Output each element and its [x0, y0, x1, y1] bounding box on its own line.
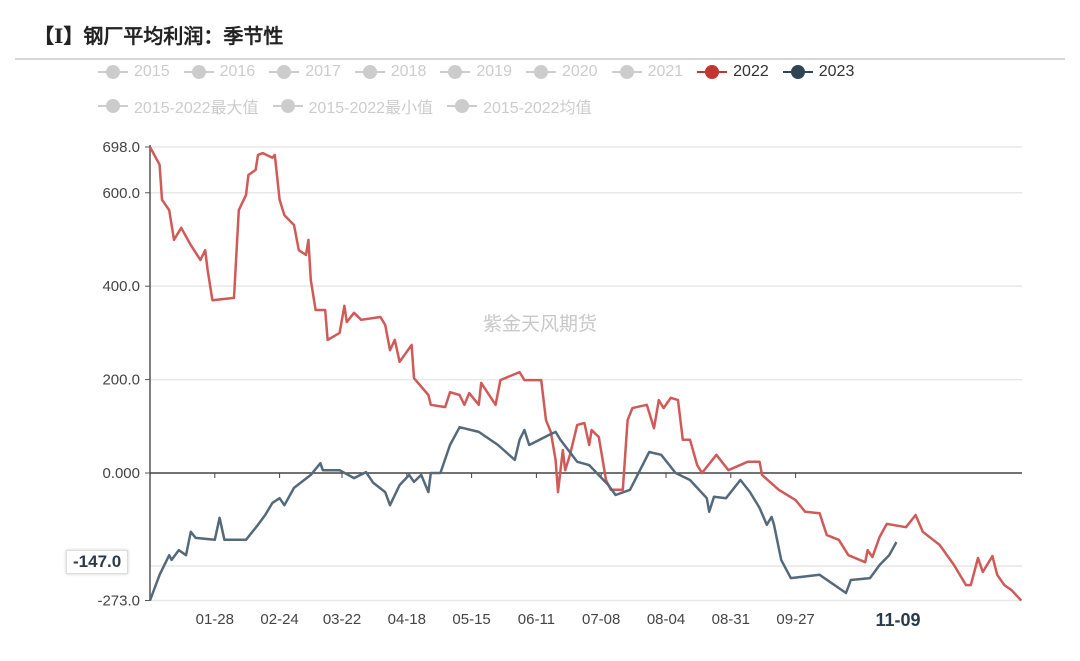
- legend-item-2015-2022最小值[interactable]: 2015-2022最小值: [272, 94, 434, 118]
- legend-marker-icon: [440, 65, 471, 79]
- x-tick-label: 01-28: [196, 611, 234, 628]
- legend-label: 2020: [561, 63, 598, 80]
- x-tick-label: 07-08: [582, 611, 620, 628]
- legend-label: 2019: [476, 63, 512, 80]
- legend-marker-icon: [269, 65, 300, 79]
- legend-label: 2015-2022均值: [483, 100, 592, 117]
- legend-item-2022[interactable]: 2022: [697, 63, 769, 81]
- legend-marker-icon: [183, 65, 214, 79]
- chart-title: 【I】钢厂平均利润：季节性: [34, 24, 284, 48]
- legend-label: 2023: [818, 63, 855, 80]
- y-tick-label: 0.000: [102, 465, 140, 482]
- x-tick-label: 06-11: [518, 611, 555, 628]
- legend-marker-icon: [272, 99, 303, 113]
- legend-label: 2017: [305, 63, 341, 80]
- y-axis-pointer-label: -147.0: [66, 550, 129, 574]
- x-tick-label: 04-18: [388, 611, 426, 628]
- y-tick-label: 200.0: [102, 372, 140, 389]
- x-tick-label: 09-27: [776, 611, 814, 628]
- x-axis-pointer-label: 11-09: [875, 610, 920, 630]
- x-tick-label: 05-15: [452, 611, 490, 628]
- legend-item-2017[interactable]: 2017: [269, 63, 341, 81]
- legend-marker-icon: [697, 65, 728, 79]
- legend-label: 2018: [390, 63, 427, 80]
- legend-marker-icon: [782, 65, 813, 79]
- x-tick-label: 02-24: [260, 611, 298, 628]
- legend-item-2021[interactable]: 2021: [611, 63, 684, 81]
- legend-label: 2021: [647, 63, 684, 80]
- y-tick-label: 698.0: [102, 139, 140, 156]
- y-tick-label: 400.0: [102, 278, 140, 295]
- legend-marker-icon: [354, 65, 385, 79]
- legend-item-2015-2022最大值[interactable]: 2015-2022最大值: [98, 94, 259, 118]
- legend-label: 2015-2022最大值: [134, 100, 259, 117]
- legend-marker-icon: [98, 99, 128, 113]
- legend-label: 2015: [134, 63, 170, 80]
- x-tick-label: 08-31: [712, 611, 750, 628]
- series-line-2023: [148, 425, 898, 601]
- legend-item-2015[interactable]: 2015: [98, 63, 170, 81]
- legend-marker-icon: [525, 65, 556, 79]
- series-line-2022: [148, 146, 1023, 602]
- legend-row-2: 2015-2022最大值 2015-2022最小值 2015-2022均值: [98, 94, 592, 118]
- x-tick-label: 03-22: [323, 611, 361, 628]
- legend-item-2016[interactable]: 2016: [183, 63, 256, 81]
- title-divider: [15, 58, 1065, 60]
- legend-item-2015-2022均值[interactable]: 2015-2022均值: [447, 94, 592, 118]
- legend-label: 2015-2022最小值: [308, 100, 434, 117]
- legend-item-2023[interactable]: 2023: [782, 63, 855, 81]
- legend-item-2019[interactable]: 2019: [440, 63, 512, 81]
- legend-item-2020[interactable]: 2020: [525, 63, 598, 81]
- x-tick-label: 08-04: [647, 611, 685, 628]
- legend-label: 2016: [219, 63, 256, 80]
- legend-marker-icon: [611, 65, 642, 79]
- y-tick-label: -273.0: [97, 593, 140, 610]
- legend-marker-icon: [98, 65, 128, 79]
- legend-item-2018[interactable]: 2018: [354, 63, 427, 81]
- y-tick-label: 600.0: [102, 185, 140, 202]
- legend-label: 2022: [733, 63, 769, 80]
- legend-marker-icon: [447, 99, 478, 113]
- watermark: 紫金天风期货: [483, 313, 597, 335]
- legend-row-1: 2015 2016 2017 2018 2019 2020 2021 2022 2023: [98, 63, 854, 81]
